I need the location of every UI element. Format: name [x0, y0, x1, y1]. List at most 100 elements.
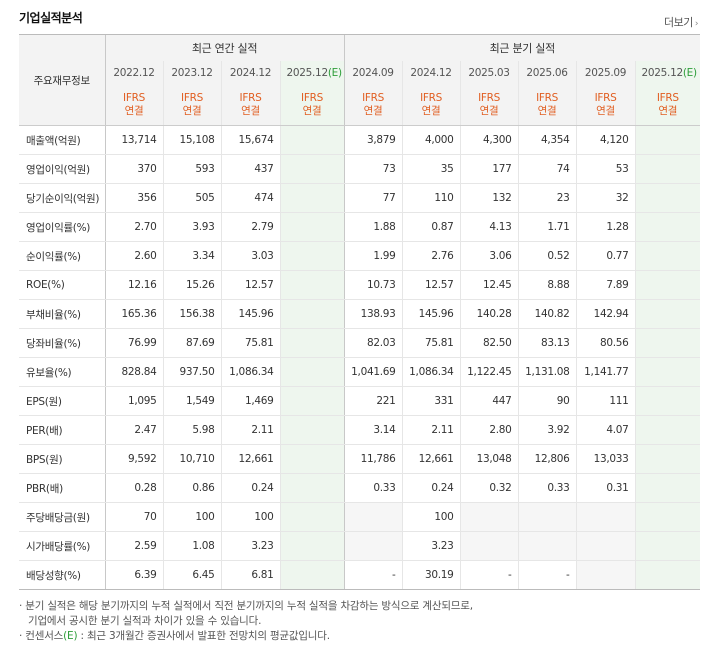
value-cell: 0.33: [517, 473, 577, 503]
value-cell: 593: [162, 154, 221, 184]
value-cell: 138.93: [343, 299, 403, 329]
table-row: 당기순이익(억원) 356 505 474 77 110 132 23 32: [19, 183, 701, 213]
ifrs-label: IFRS: [301, 91, 323, 104]
value-cell: 3.93: [162, 212, 221, 242]
table-row: 매출액(억원) 13,714 15,108 15,674 3,879 4,000 4,300…: [19, 125, 701, 155]
period-header: 2024.12: [401, 60, 461, 85]
value-cell: 0.86: [162, 473, 221, 503]
consolidated-label: 연결: [124, 104, 144, 117]
value-cell: [517, 502, 577, 532]
ifrs-label: IFRS: [656, 91, 679, 104]
value-cell: 4.07: [575, 415, 636, 445]
period-label: 2025.12: [286, 66, 329, 79]
value-cell: 937.50: [162, 357, 221, 387]
ifrs-header: IFRS 연결: [162, 84, 221, 126]
ifrs-header: IFRS 연결: [401, 84, 461, 126]
value-cell: 505: [162, 183, 221, 213]
value-cell: 1.88: [343, 212, 403, 242]
value-cell: [575, 531, 636, 561]
value-cell: -: [517, 560, 577, 590]
value-cell: 23: [517, 183, 577, 213]
value-cell: 0.24: [401, 473, 461, 503]
period-label: 2024.12: [229, 66, 272, 79]
value-cell: 1.08: [162, 531, 221, 561]
footnotes: · 분기 실적은 해당 분기까지의 누적 실적에서 직전 분기까지의 누적 실적…: [19, 599, 473, 644]
annual-group-header: 최근 연간 실적: [104, 34, 345, 61]
value-cell: 1,469: [220, 386, 280, 416]
value-cell: 4,120: [575, 125, 636, 155]
table-row: 주당배당금(원) 70 100 100 100: [19, 502, 701, 532]
value-cell: 145.96: [220, 299, 280, 329]
period-header: 2025.12(E): [634, 60, 701, 85]
value-cell: [634, 299, 701, 329]
value-cell: 0.32: [459, 473, 519, 503]
ifrs-header: IFRS 연결: [343, 84, 403, 126]
ifrs-label: IFRS: [420, 91, 442, 104]
ifrs-header: IFRS 연결: [220, 84, 280, 126]
value-cell: 3.03: [220, 241, 280, 271]
value-cell: 0.31: [575, 473, 636, 503]
value-cell: [575, 560, 636, 590]
value-cell: 140.28: [459, 299, 519, 329]
value-cell: 1.71: [517, 212, 577, 242]
value-cell: 87.69: [162, 328, 221, 358]
value-cell: 0.77: [575, 241, 636, 271]
value-cell: 90: [517, 386, 577, 416]
table-row: PBR(배) 0.28 0.86 0.24 0.33 0.24 0.32 0.33 0.31: [19, 473, 701, 503]
row-label: BPS(원): [19, 444, 105, 474]
value-cell: [575, 502, 636, 532]
row-label: 영업이익(억원): [19, 154, 105, 184]
value-cell: 0.52: [517, 241, 577, 271]
value-cell: 15,108: [162, 125, 221, 155]
value-cell: 100: [220, 502, 280, 532]
footnote-2-text: : 최근 3개월간 증권사에서 발표한 전망치의 평균값입니다.: [80, 630, 331, 642]
value-cell: 4,300: [459, 125, 519, 155]
row-label: PER(배): [19, 415, 105, 445]
value-cell: [279, 531, 345, 561]
consolidated-label: 연결: [182, 104, 202, 117]
value-cell: [634, 241, 701, 271]
value-cell: 12.16: [104, 270, 163, 300]
value-cell: [279, 473, 345, 503]
consolidated-label: 연결: [596, 104, 615, 117]
value-cell: 370: [104, 154, 163, 184]
quarter-group-header: 최근 분기 실적: [343, 34, 701, 61]
value-cell: 75.81: [220, 328, 280, 358]
period-header: 2025.03: [459, 60, 519, 85]
ifrs-label: IFRS: [123, 91, 145, 104]
value-cell: [459, 531, 519, 561]
value-cell: 177: [459, 154, 519, 184]
table-row: BPS(원) 9,592 10,710 12,661 11,786 12,661 13,04…: [19, 444, 701, 474]
value-cell: 474: [220, 183, 280, 213]
value-cell: [279, 154, 345, 184]
more-link[interactable]: 더보기 ›: [664, 14, 699, 30]
value-cell: 7.89: [575, 270, 636, 300]
value-cell: [279, 125, 345, 155]
period-label: 2022.12: [113, 66, 155, 79]
table-row: EPS(원) 1,095 1,549 1,469 221 331 447 90 111: [19, 386, 701, 416]
value-cell: 12.45: [459, 270, 519, 300]
value-cell: 132: [459, 183, 519, 213]
value-cell: [517, 531, 577, 561]
value-cell: 3.92: [517, 415, 577, 445]
row-label: 순이익률(%): [19, 241, 105, 271]
period-label: 2025.06: [526, 66, 568, 79]
value-cell: [279, 212, 345, 242]
value-cell: [634, 502, 701, 532]
row-header-label: 주요재무정보: [19, 34, 105, 126]
period-header: 2025.12(E): [279, 60, 345, 85]
value-cell: [279, 299, 345, 329]
table-row: 배당성향(%) 6.39 6.45 6.81-30.19- -: [19, 560, 701, 590]
value-cell: 100: [162, 502, 221, 532]
row-label: 영업이익률(%): [19, 212, 105, 242]
value-cell: [279, 357, 345, 387]
value-cell: 437: [220, 154, 280, 184]
consolidated-label: 연결: [537, 104, 557, 117]
value-cell: 74: [517, 154, 577, 184]
value-cell: [634, 415, 701, 445]
estimate-mark: (E): [327, 66, 342, 79]
consolidated-label: 연결: [421, 104, 441, 117]
value-cell: 2.59: [104, 531, 163, 561]
value-cell: 2.60: [104, 241, 163, 271]
value-cell: 1,086.34: [401, 357, 461, 387]
